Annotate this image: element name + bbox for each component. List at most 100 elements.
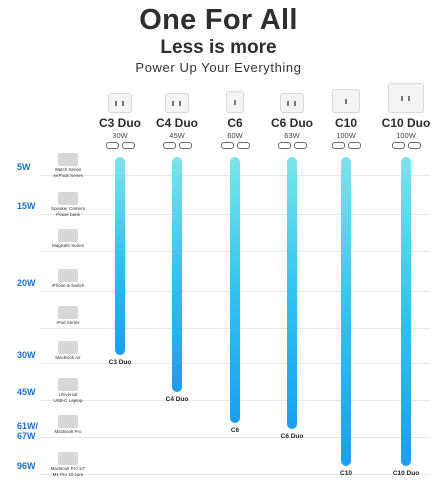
device-label: M1 Pro 10 core (52, 472, 84, 477)
device-label: MacBook Pro (54, 429, 82, 434)
device-group: Universal USB-C Laptop (44, 378, 92, 403)
device-group: iPhone & Switch (44, 269, 92, 288)
charger-image (388, 83, 424, 113)
port-toggles (84, 142, 156, 149)
watt-label: 61W/ 67W (17, 421, 39, 441)
usb-c-port-icon (172, 101, 174, 106)
product-power: 60W (227, 131, 243, 140)
device-icon (58, 269, 78, 282)
device-group: Speaker Camera Power bank (44, 192, 92, 217)
device-group: MacBook Pro 14" M1 Pro 10 core (44, 452, 92, 477)
usb-c-port-icon (234, 100, 236, 105)
port-toggle-icon (407, 142, 421, 149)
product-c4-duo: C4 Duo 45W (141, 83, 213, 149)
charger-image (332, 89, 360, 113)
product-power: 100W (336, 131, 356, 140)
tier-gridline (40, 474, 430, 475)
product-name: C10 Duo (381, 116, 431, 130)
product-name: C6 Duo (271, 116, 313, 130)
usb-c-port-icon (287, 101, 289, 106)
compat-bar-c4-duo (172, 157, 182, 392)
usb-c-port-icon (115, 101, 117, 106)
device-group: MacBook Pro (44, 415, 92, 434)
device-icon (58, 229, 78, 242)
device-group: MagSafe Series (44, 229, 92, 248)
device-label: MacBook Pro 14" (50, 466, 86, 471)
usb-c-port-icon (345, 99, 347, 104)
bar-label: C3 Duo (108, 359, 132, 366)
compat-bar-c3-duo (115, 157, 125, 355)
device-icon (58, 306, 78, 319)
device-icon (58, 452, 78, 465)
port-toggles (256, 142, 328, 149)
bar-label: C4 Duo (165, 396, 189, 403)
usb-c-port-icon (401, 96, 403, 101)
page-title: One For All (139, 4, 298, 36)
product-name: C10 (334, 116, 357, 130)
device-label: Power bank (56, 212, 80, 217)
device-label: iPhone & Switch (51, 283, 85, 288)
watt-label: 5W (17, 162, 31, 172)
device-label: Speaker Camera (50, 206, 86, 211)
product-c10-duo: C10 Duo 100W (370, 83, 437, 149)
product-power: 45W (169, 131, 185, 140)
port-toggles (370, 142, 437, 149)
device-label: AirPods Series (53, 173, 83, 178)
watt-label: 30W (17, 350, 36, 360)
device-icon (58, 378, 78, 391)
bar-label: C6 (230, 427, 240, 434)
device-label: USB-C Laptop (53, 398, 83, 403)
port-toggle-icon (391, 142, 405, 149)
bar-label: C10 (340, 470, 352, 477)
compat-bar-c6-duo (287, 157, 297, 429)
usb-c-port-icon (408, 96, 410, 101)
product-power: 100W (396, 131, 416, 140)
device-label: MacBook Air (55, 355, 81, 360)
product-c6: C6 60W (199, 83, 271, 149)
watt-label: 96W (17, 461, 36, 471)
charger-image (165, 93, 189, 113)
device-label: Watch Series (54, 167, 82, 172)
device-label: iPad Series (56, 320, 80, 325)
product-power: 63W (284, 131, 300, 140)
watt-label: 15W (17, 201, 36, 211)
page-tagline: Power Up Your Everything (135, 60, 302, 75)
usb-c-port-icon (122, 101, 124, 106)
port-toggles (310, 142, 382, 149)
product-power: 30W (112, 131, 128, 140)
charger-image (226, 91, 244, 113)
device-group: MacBook Air (44, 341, 92, 360)
port-toggle-icon (277, 142, 291, 149)
charger-image (108, 93, 132, 113)
usb-c-port-icon (294, 101, 296, 106)
device-group: iPad Series (44, 306, 92, 325)
device-icon (58, 415, 78, 428)
device-group: Watch Series AirPods Series (44, 153, 92, 178)
device-icon (58, 153, 78, 166)
port-toggle-icon (236, 142, 250, 149)
port-toggle-icon (220, 142, 234, 149)
watt-label: 20W (17, 278, 36, 288)
port-toggle-icon (178, 142, 192, 149)
bar-label: C10 Duo (392, 470, 420, 477)
port-toggle-icon (105, 142, 119, 149)
tier-gridline (40, 437, 430, 438)
port-toggle-icon (347, 142, 361, 149)
device-label: Universal (58, 392, 78, 397)
page-subtitle: Less is more (160, 37, 277, 58)
compat-bar-c10 (341, 157, 351, 466)
device-icon (58, 341, 78, 354)
port-toggle-icon (121, 142, 135, 149)
device-icon (58, 192, 78, 205)
port-toggle-icon (331, 142, 345, 149)
product-c10: C10 100W (310, 83, 382, 149)
port-toggle-icon (293, 142, 307, 149)
watt-label: 45W (17, 387, 36, 397)
product-c6-duo: C6 Duo 63W (256, 83, 328, 149)
product-c3-duo: C3 Duo 30W (84, 83, 156, 149)
device-label: MagSafe Series (51, 243, 85, 248)
bar-label: C6 Duo (280, 433, 304, 440)
compat-bar-c6 (230, 157, 240, 423)
product-name: C4 Duo (156, 116, 198, 130)
product-name: C6 (227, 116, 243, 130)
